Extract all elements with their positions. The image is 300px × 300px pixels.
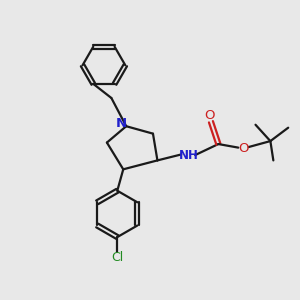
Text: Cl: Cl [111, 251, 123, 264]
Text: N: N [115, 117, 126, 130]
Text: NH: NH [179, 148, 199, 162]
Text: O: O [204, 109, 215, 122]
Text: O: O [238, 142, 249, 155]
